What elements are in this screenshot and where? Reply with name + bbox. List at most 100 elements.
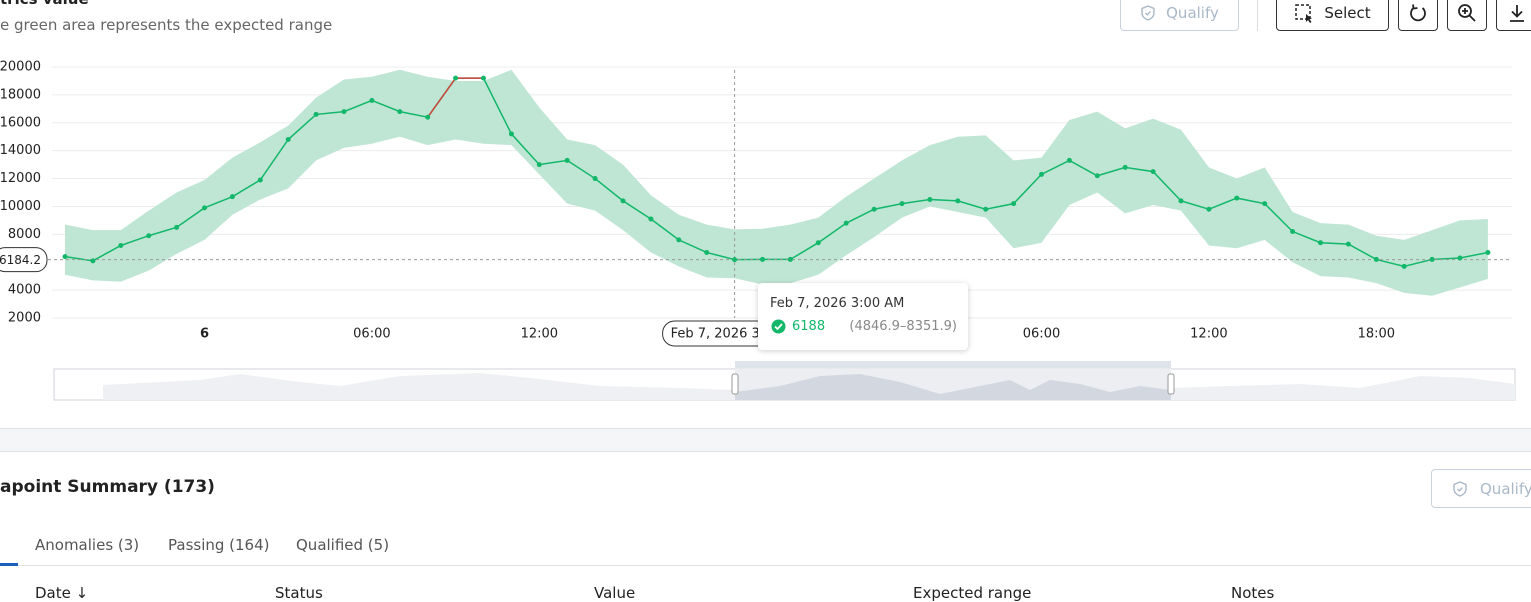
download-button[interactable] xyxy=(1496,0,1531,31)
point xyxy=(369,97,375,103)
point xyxy=(257,177,263,183)
button-label: Qualify xyxy=(1480,479,1531,498)
x-tick-label: 12:00 xyxy=(521,327,558,342)
point xyxy=(1011,201,1017,207)
x-tick-label: 18:00 xyxy=(1358,327,1395,342)
x-tick-label: 12:00 xyxy=(1190,327,1227,342)
summary-title: apoint Summary (173) xyxy=(0,477,215,497)
subtitle: e green area represents the expected ran… xyxy=(0,16,333,34)
title: trics value xyxy=(0,0,89,8)
qualify-button[interactable]: Qualify xyxy=(1431,469,1531,508)
button-label: Select xyxy=(1324,3,1371,22)
point xyxy=(1457,255,1463,261)
point xyxy=(843,220,849,226)
column-header: Value xyxy=(594,584,636,602)
y-tick-label: 10000 xyxy=(0,199,41,214)
point xyxy=(760,256,765,262)
point xyxy=(620,198,626,204)
point xyxy=(481,75,486,81)
point xyxy=(1206,206,1212,212)
reset-icon xyxy=(1410,3,1426,21)
point xyxy=(536,162,542,168)
point xyxy=(1401,263,1407,269)
y-tick-label: 4000 xyxy=(8,283,41,298)
anomaly-segment xyxy=(427,77,457,118)
column-header: Status xyxy=(275,584,323,602)
section-separator xyxy=(0,428,1531,452)
status-icon xyxy=(771,319,786,334)
y-tick-label: 12000 xyxy=(0,171,41,186)
point xyxy=(285,137,291,143)
point xyxy=(927,196,933,202)
tooltip-date: Feb 7, 2026 3:00 AM xyxy=(770,296,905,311)
zoom-icon xyxy=(1458,3,1476,22)
point xyxy=(1178,198,1184,204)
point xyxy=(1262,201,1268,207)
point xyxy=(1485,249,1491,255)
tooltip-range: (4846.9–8351.9) xyxy=(849,319,957,334)
navigator-handle[interactable] xyxy=(1167,373,1175,395)
point xyxy=(118,242,124,248)
shield-icon xyxy=(1141,4,1155,21)
point xyxy=(704,249,710,255)
qualify-button[interactable]: Qualify xyxy=(1120,0,1239,31)
y-tick-label: 18000 xyxy=(0,87,41,102)
point xyxy=(1373,256,1379,262)
column-header: Date ↓ xyxy=(35,584,89,602)
active-tab-indicator xyxy=(0,563,18,566)
point xyxy=(174,224,180,230)
point xyxy=(397,109,403,115)
navigator-shape xyxy=(735,374,1171,400)
point xyxy=(676,237,682,243)
y-tick-label: 2000 xyxy=(8,311,41,326)
point xyxy=(955,198,961,204)
point xyxy=(62,254,68,260)
point xyxy=(425,114,431,120)
point xyxy=(90,258,96,264)
point xyxy=(592,176,598,182)
point xyxy=(202,205,207,211)
point xyxy=(1345,241,1351,247)
tab-border xyxy=(0,565,1531,566)
point xyxy=(564,157,570,163)
download-icon xyxy=(1510,4,1524,22)
tab[interactable]: Passing (164) xyxy=(168,536,270,554)
point xyxy=(508,131,514,137)
y-tick-label: 16000 xyxy=(0,115,41,130)
tooltip-value: 6188 xyxy=(792,319,826,334)
point xyxy=(871,206,877,212)
point xyxy=(983,206,989,212)
column-header: Expected range xyxy=(913,584,1032,602)
crosshair-label-box xyxy=(0,247,48,273)
x-tick-label: 06:00 xyxy=(1023,327,1060,342)
point xyxy=(787,256,793,262)
button-label: Qualify xyxy=(1166,3,1219,22)
zoom-button[interactable] xyxy=(1447,0,1487,31)
expected-band xyxy=(65,69,1488,296)
column-header: Notes xyxy=(1231,584,1275,602)
point xyxy=(1094,173,1100,179)
point xyxy=(313,111,319,117)
point xyxy=(815,240,821,246)
point xyxy=(1122,164,1128,170)
point xyxy=(1318,240,1323,246)
point xyxy=(1039,171,1044,177)
point xyxy=(1150,169,1156,175)
point xyxy=(341,109,347,115)
tab[interactable]: Qualified (5) xyxy=(296,536,390,554)
x-tick-label: 6 xyxy=(200,327,209,342)
point xyxy=(1066,157,1072,163)
point xyxy=(1234,195,1240,201)
point xyxy=(648,216,654,222)
point xyxy=(899,201,905,207)
y-tick-label: 20000 xyxy=(0,60,41,75)
navigator-shape xyxy=(103,373,735,400)
reset-button[interactable] xyxy=(1398,0,1438,31)
y-tick-label: 8000 xyxy=(8,227,41,242)
select-button[interactable]: Select xyxy=(1276,0,1389,31)
navigator-handle[interactable] xyxy=(731,373,739,395)
tab[interactable]: Anomalies (3) xyxy=(35,536,140,554)
crosshair-label: 6184.2 xyxy=(0,253,41,267)
point xyxy=(732,257,738,263)
navigator-bar[interactable] xyxy=(735,361,1171,368)
